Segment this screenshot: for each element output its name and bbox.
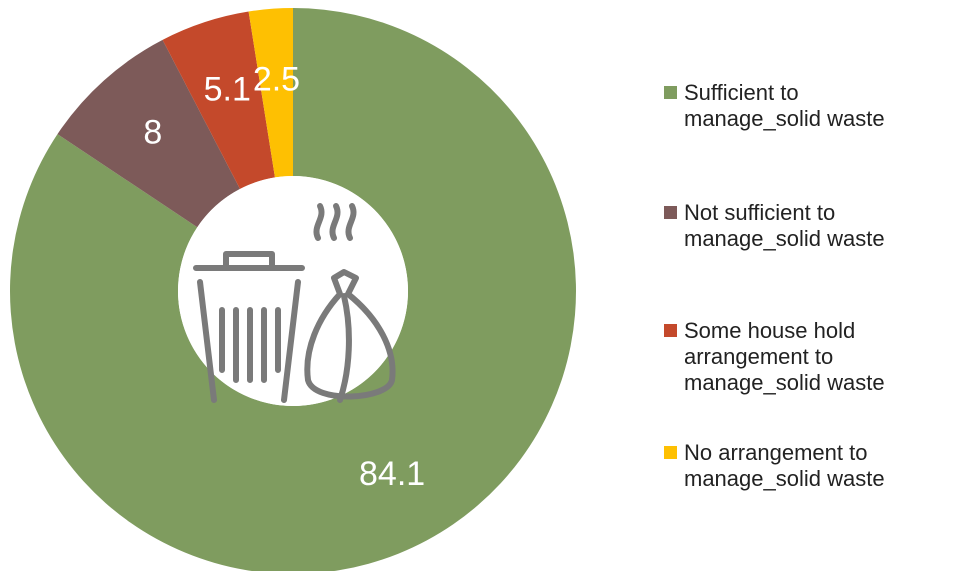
slice — [57, 39, 241, 228]
data-label: 5.1 — [204, 71, 251, 109]
data-label: 8 — [143, 114, 162, 152]
trash-icon — [193, 203, 396, 403]
slice — [248, 8, 293, 178]
data-label: 2.5 — [253, 61, 300, 99]
legend-label: Not sufficient to manage_solid waste — [684, 200, 885, 251]
data-label: 84.1 — [359, 455, 425, 493]
slice — [10, 8, 576, 571]
legend-swatch — [664, 206, 677, 219]
legend-label: No arrangement to manage_solid waste — [684, 440, 885, 491]
legend-swatch — [664, 86, 677, 99]
legend-swatch — [664, 324, 677, 337]
slices — [10, 8, 576, 571]
slice — [162, 11, 275, 189]
legend-swatch — [664, 446, 677, 459]
legend-label: Some house hold arrangement to manage_so… — [684, 318, 885, 395]
legend-label: Sufficient to manage_solid waste — [684, 80, 885, 131]
